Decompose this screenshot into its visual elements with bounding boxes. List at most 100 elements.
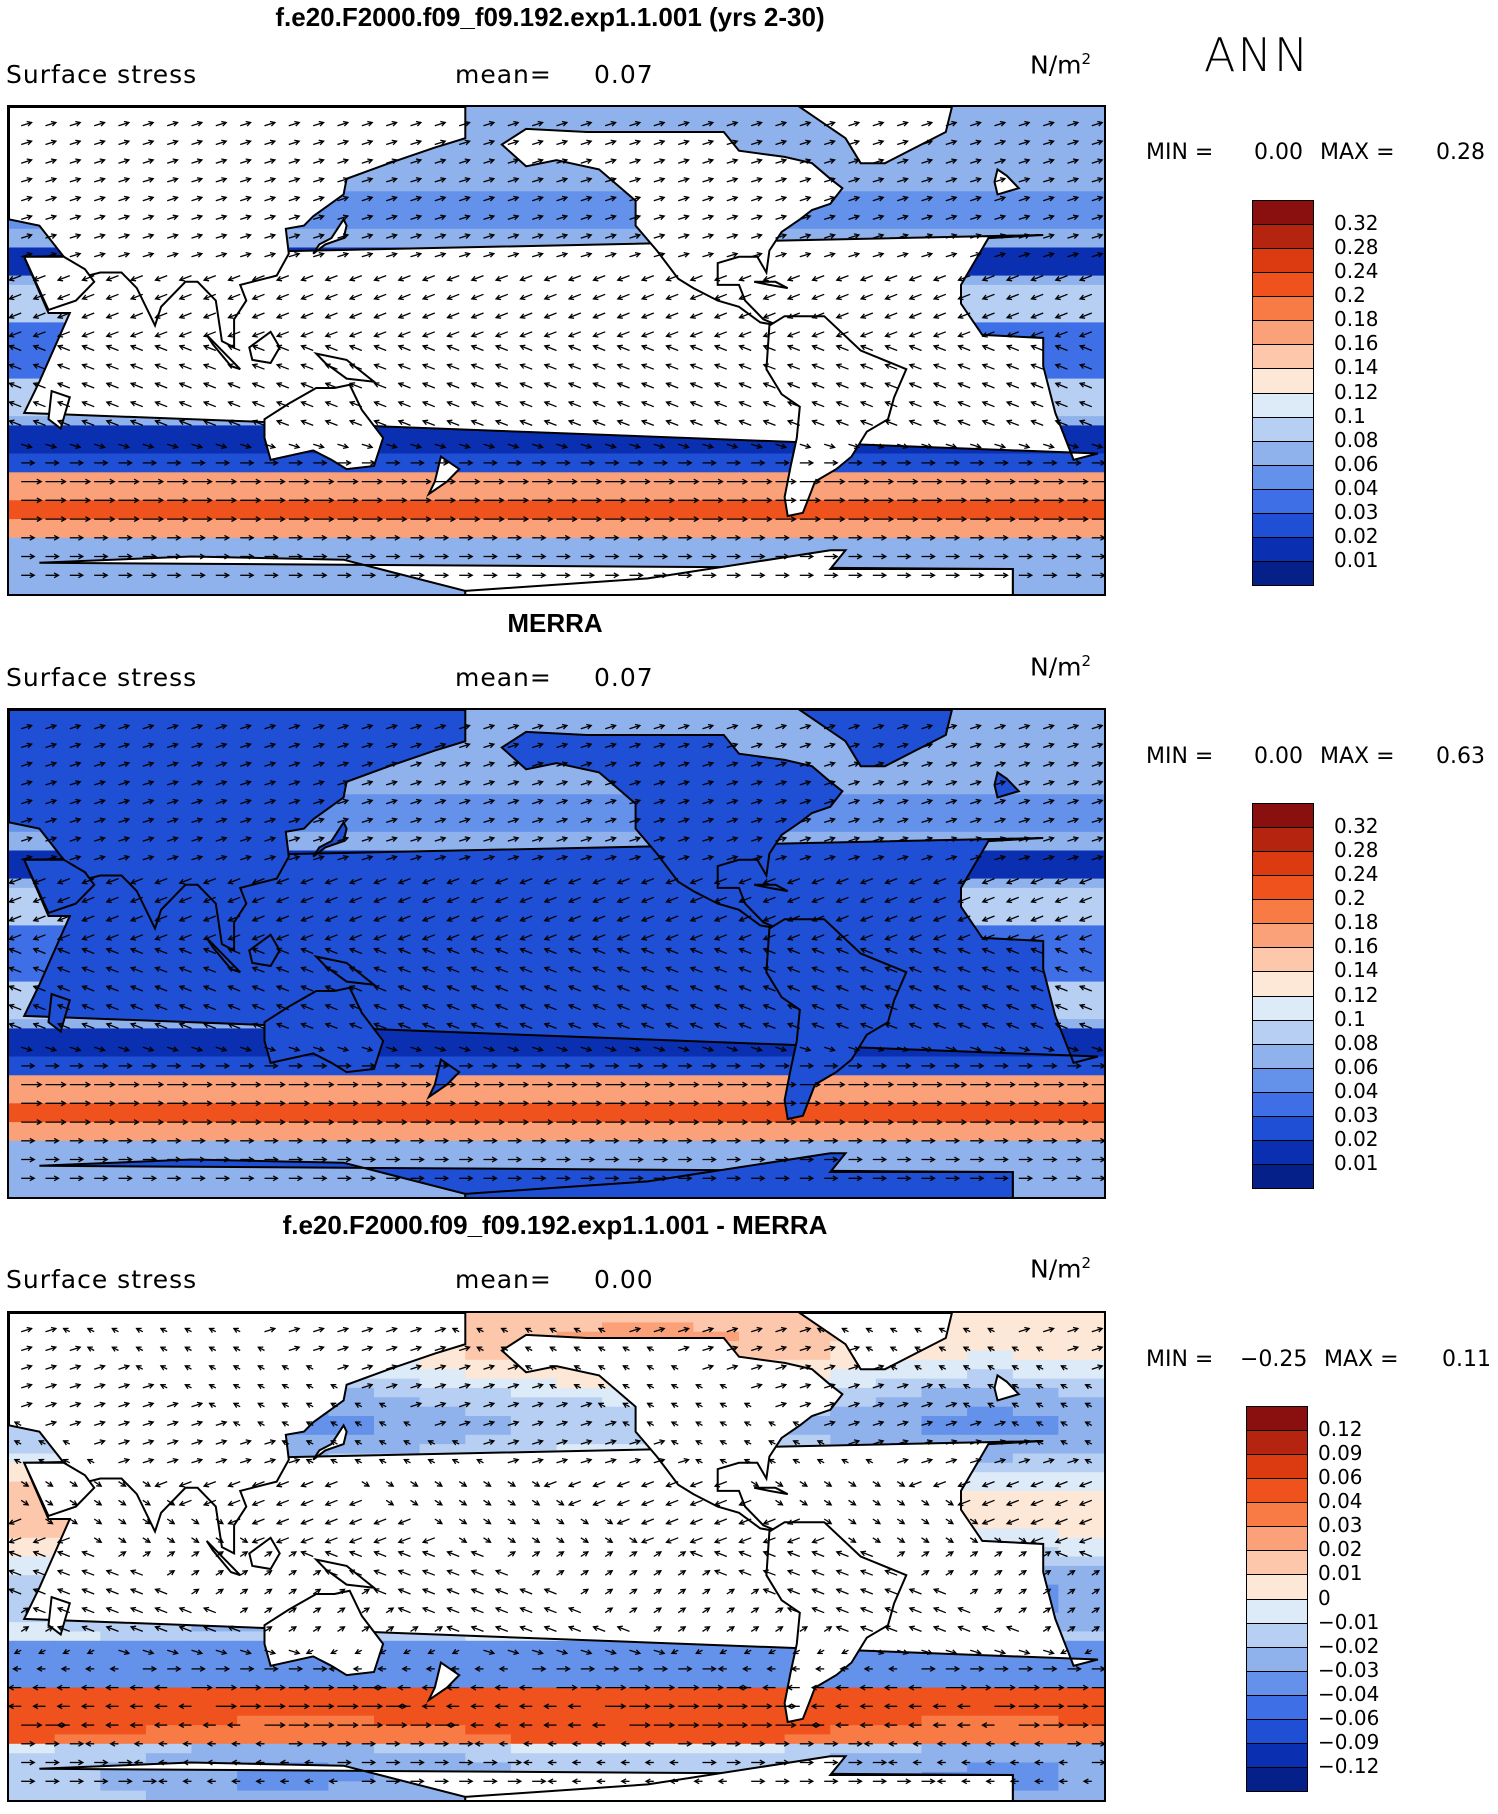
stress-vector — [897, 139, 909, 146]
stress-vector — [653, 139, 666, 146]
field-cell — [875, 822, 923, 833]
stress-vector — [738, 363, 752, 370]
stress-vector — [191, 1081, 213, 1088]
stress-vector — [21, 158, 33, 164]
field-cell — [693, 1322, 740, 1333]
stress-vector — [762, 363, 776, 370]
stress-vector — [519, 985, 533, 992]
stress-vector — [410, 251, 423, 258]
stress-vector — [702, 761, 715, 767]
stress-vector — [762, 419, 776, 427]
field-cell — [967, 766, 1014, 777]
stress-vector — [21, 459, 36, 466]
stress-vector — [434, 233, 447, 239]
field-cell — [784, 500, 831, 511]
stress-vector — [945, 139, 958, 146]
stress-vector — [69, 120, 82, 127]
stress-vector — [532, 214, 544, 221]
panel-title-obs: MERRA — [507, 608, 603, 638]
field-cell — [1058, 322, 1104, 333]
field-cell — [374, 1103, 421, 1114]
field-cell — [739, 519, 786, 530]
field-cell — [282, 462, 330, 474]
stress-vector — [592, 312, 606, 319]
stress-vector — [470, 985, 484, 992]
stress-vector — [45, 1175, 60, 1182]
stress-vector — [908, 915, 922, 922]
stress-vector — [811, 419, 825, 427]
field-cell — [602, 116, 649, 127]
field-cell — [237, 1187, 284, 1197]
stress-vector — [21, 1175, 36, 1182]
stress-vector — [56, 419, 71, 427]
stress-vector — [872, 139, 885, 146]
field-cell — [145, 491, 193, 502]
stress-vector — [324, 934, 338, 941]
field-cell — [1012, 1131, 1060, 1142]
stress-vector — [373, 312, 387, 319]
stress-vector — [835, 985, 849, 992]
stress-vector — [264, 817, 277, 824]
field-cell — [967, 547, 1014, 558]
field-cell — [9, 509, 56, 520]
stress-vector — [751, 1119, 773, 1126]
field-cell — [100, 453, 147, 464]
stress-vector — [519, 966, 533, 973]
field-cell — [9, 1159, 56, 1170]
stress-vector — [361, 1100, 384, 1107]
stress-vector — [45, 443, 58, 450]
stress-vector — [519, 419, 533, 427]
stress-vector — [811, 877, 825, 885]
stress-vector — [275, 400, 290, 408]
stress-vector — [751, 158, 763, 164]
stress-vector — [786, 331, 801, 338]
field-cell — [54, 491, 101, 502]
field-cell — [374, 575, 421, 586]
stress-vector — [459, 1119, 481, 1126]
stress-vector — [459, 798, 471, 805]
field-cell — [510, 794, 558, 805]
field-cell — [647, 1150, 695, 1161]
field-cell — [1058, 519, 1104, 530]
stress-vector — [361, 251, 374, 258]
stress-vector — [313, 516, 335, 523]
stress-vector — [726, 817, 739, 824]
stress-vector — [507, 723, 520, 730]
stress-vector — [9, 985, 22, 992]
stress-vector — [689, 419, 703, 427]
stress-vector — [324, 344, 338, 352]
stress-vector — [1078, 934, 1093, 941]
stress-vector — [957, 344, 971, 352]
field-cell — [647, 481, 695, 492]
stress-vector — [94, 798, 106, 805]
stress-vector — [118, 459, 133, 466]
stress-vector — [884, 293, 898, 301]
stress-vector — [167, 553, 182, 560]
stress-vector — [653, 761, 666, 767]
stress-vector — [32, 274, 46, 282]
stress-vector — [167, 742, 179, 749]
stress-vector — [215, 1046, 228, 1053]
coastline-borneo — [248, 330, 281, 365]
stress-vector — [459, 1175, 474, 1182]
stress-vector — [324, 312, 338, 319]
stress-vector — [459, 158, 471, 164]
field-cell — [967, 313, 1014, 324]
field-cell — [328, 219, 375, 230]
stress-vector — [446, 1022, 460, 1030]
stress-vector — [167, 854, 179, 861]
stress-vector — [21, 1081, 43, 1088]
stress-vector — [313, 195, 325, 202]
stress-vector — [1078, 312, 1093, 319]
stress-vector — [1078, 382, 1093, 389]
stress-vector — [1091, 1156, 1104, 1163]
stress-vector — [751, 761, 763, 767]
field-cell — [556, 472, 603, 483]
field-cell — [510, 200, 558, 211]
stress-vector — [824, 478, 846, 485]
stress-vector — [337, 817, 350, 824]
field-cell — [556, 462, 603, 474]
stress-vector — [386, 497, 408, 504]
field-cell — [647, 537, 695, 548]
